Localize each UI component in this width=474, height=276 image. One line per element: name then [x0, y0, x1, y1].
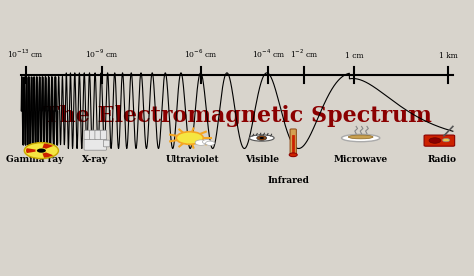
FancyBboxPatch shape	[424, 135, 455, 146]
Text: Infrared: Infrared	[268, 176, 310, 185]
Text: Radio: Radio	[427, 155, 456, 164]
FancyBboxPatch shape	[84, 130, 91, 139]
Text: 10$^{-6}$ cm: 10$^{-6}$ cm	[184, 48, 218, 60]
Circle shape	[202, 140, 211, 144]
Circle shape	[24, 143, 58, 159]
Circle shape	[289, 153, 297, 157]
FancyBboxPatch shape	[84, 139, 107, 150]
Circle shape	[206, 141, 215, 145]
Text: 10$^{-9}$ cm: 10$^{-9}$ cm	[85, 48, 119, 60]
Text: Ultraviolet: Ultraviolet	[165, 155, 219, 164]
Circle shape	[176, 132, 203, 144]
FancyBboxPatch shape	[290, 129, 296, 155]
Wedge shape	[26, 148, 36, 153]
Circle shape	[259, 137, 264, 139]
Text: Visible: Visible	[245, 155, 279, 164]
Circle shape	[37, 148, 46, 153]
Circle shape	[429, 138, 441, 143]
Wedge shape	[42, 152, 53, 158]
Text: 1 cm: 1 cm	[345, 52, 363, 60]
FancyBboxPatch shape	[100, 130, 107, 139]
Ellipse shape	[348, 135, 373, 139]
Wedge shape	[42, 144, 53, 149]
Text: Gamma ray: Gamma ray	[6, 155, 64, 164]
Text: The Electromagnetic Spectrum: The Electromagnetic Spectrum	[43, 105, 431, 127]
Text: 10$^{-13}$ cm: 10$^{-13}$ cm	[7, 48, 44, 60]
Text: 1 km: 1 km	[439, 52, 458, 60]
Text: 1$^{-2}$ cm: 1$^{-2}$ cm	[290, 48, 319, 60]
Text: Microwave: Microwave	[334, 155, 388, 164]
Ellipse shape	[342, 134, 380, 142]
FancyBboxPatch shape	[95, 130, 101, 139]
Text: 10$^{-4}$ cm: 10$^{-4}$ cm	[252, 48, 285, 60]
Circle shape	[195, 140, 207, 145]
Circle shape	[257, 136, 267, 140]
FancyBboxPatch shape	[103, 140, 110, 147]
FancyBboxPatch shape	[90, 130, 96, 139]
Ellipse shape	[249, 135, 274, 141]
Circle shape	[443, 139, 450, 142]
Text: X-ray: X-ray	[82, 155, 109, 164]
